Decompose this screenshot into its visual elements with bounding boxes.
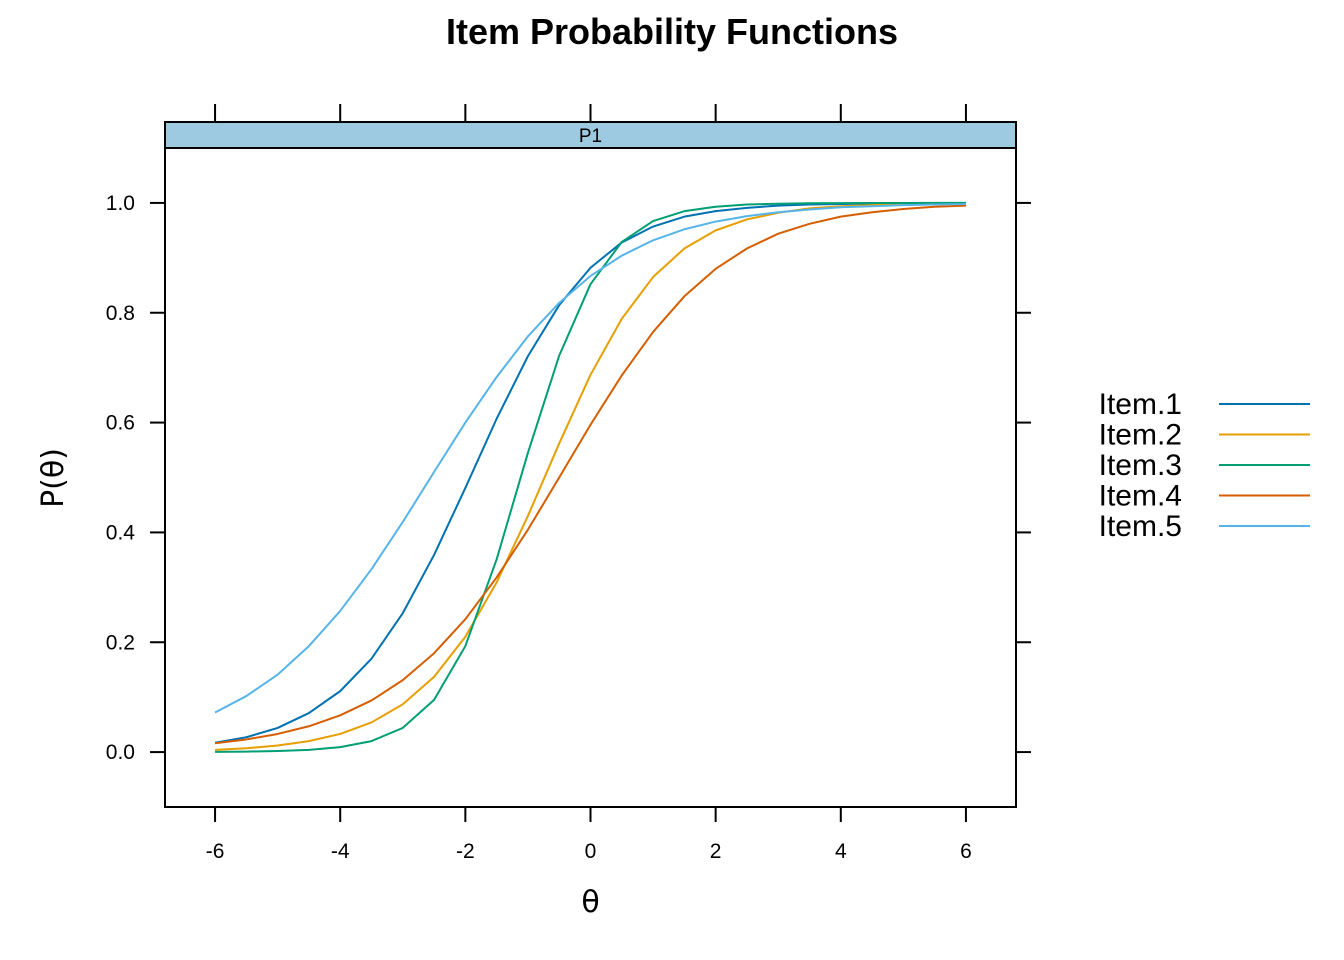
plot-frame <box>164 147 1017 808</box>
y-tick-label: 0.0 <box>106 741 135 764</box>
x-axis-label: θ <box>581 885 599 920</box>
y-tick-label: 0.2 <box>106 631 135 654</box>
y-axis: 0.0 0.2 0.4 0.6 0.8 1.0 <box>106 192 165 764</box>
x-tick-label: 6 <box>960 840 972 863</box>
series-line-item-2 <box>215 202 966 751</box>
series-line-item-5 <box>214 203 966 714</box>
x-tick-label: 2 <box>710 840 722 863</box>
y-tick-label: 0.6 <box>106 412 135 435</box>
x-tick-label: 4 <box>835 840 847 863</box>
x-tick-label: 0 <box>585 840 597 863</box>
legend-label: Item.3 <box>1099 449 1182 482</box>
x-tick-label: -2 <box>456 840 475 863</box>
y-axis-label: P(θ) <box>36 448 71 508</box>
chart-title: Item Probability Functions <box>446 11 898 52</box>
top-axis-ticks <box>214 104 967 122</box>
x-tick-label: -4 <box>331 840 350 863</box>
x-tick-label: -6 <box>206 840 225 863</box>
y-tick-label: 1.0 <box>106 192 135 215</box>
y-tick-label: 0.8 <box>106 302 135 325</box>
right-axis-ticks <box>1016 201 1031 754</box>
x-axis: -6 -4 -2 0 2 4 6 <box>206 807 972 863</box>
legend-label: Item.2 <box>1099 419 1182 452</box>
legend-label: Item.5 <box>1099 510 1182 543</box>
legend-label: Item.1 <box>1099 388 1182 421</box>
series-line-item-3 <box>215 201 966 753</box>
series-lines <box>214 201 966 753</box>
panel-strip-label: P1 <box>579 126 602 147</box>
series-line-item-4 <box>214 204 966 745</box>
legend-label: Item.4 <box>1099 480 1182 513</box>
y-tick-label: 0.4 <box>106 521 136 544</box>
